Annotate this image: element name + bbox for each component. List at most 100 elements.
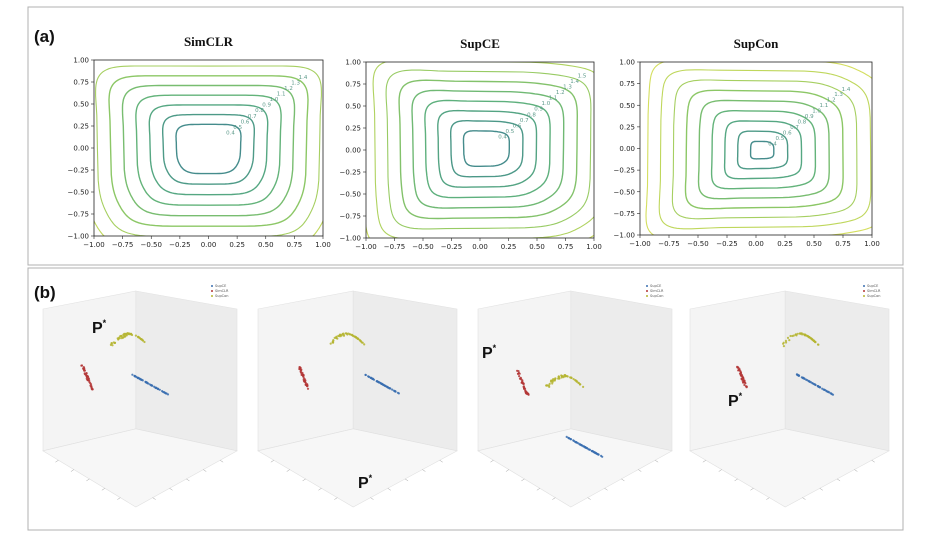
data-point <box>782 342 785 345</box>
data-point <box>128 332 131 335</box>
data-point <box>139 378 142 381</box>
data-point <box>299 370 302 373</box>
back-wall-left <box>477 290 572 452</box>
x-tick-label: 0.00 <box>472 243 488 251</box>
contour-line <box>135 94 282 206</box>
legend-marker <box>863 295 865 297</box>
data-point <box>354 335 357 338</box>
x-tick-label: 1.00 <box>586 243 602 251</box>
data-point <box>796 332 799 335</box>
axis-tick-mark <box>117 497 121 500</box>
data-point <box>304 379 307 382</box>
data-point <box>134 375 137 378</box>
legend-marker <box>646 295 648 297</box>
y-tick-label: −0.25 <box>340 169 361 177</box>
data-point <box>518 377 522 380</box>
y-tick-label: 0.50 <box>345 103 361 111</box>
contour-level-label: 1.2 <box>827 98 836 104</box>
data-point <box>358 339 361 342</box>
data-point <box>745 385 748 388</box>
axis-tick-mark <box>505 469 510 472</box>
contour-level-label: 0.6 <box>241 119 250 125</box>
data-point <box>298 366 301 369</box>
p-star-label: P* <box>358 473 373 492</box>
data-point <box>527 393 530 396</box>
y-tick-label: 1.00 <box>619 59 635 67</box>
data-point <box>110 342 113 345</box>
contour-level-label: 1.4 <box>570 79 579 85</box>
data-point <box>523 387 527 390</box>
axis-tick-mark <box>819 488 823 491</box>
data-point <box>363 343 366 346</box>
data-point <box>579 443 582 446</box>
data-point <box>375 380 378 383</box>
data-point <box>794 333 797 336</box>
y-tick-label: 0.25 <box>345 125 361 133</box>
legend-marker <box>211 295 213 297</box>
data-point <box>380 382 383 385</box>
data-point <box>122 336 125 339</box>
data-point <box>306 387 310 390</box>
data-point <box>83 369 86 372</box>
data-point <box>364 373 367 377</box>
data-point <box>553 379 556 382</box>
back-wall-right <box>135 290 238 452</box>
x-tick-label: −0.25 <box>441 243 462 251</box>
legend-entry: SupCE <box>650 284 661 288</box>
legend-entry: SupCE <box>867 284 878 288</box>
x-tick-label: −0.75 <box>112 241 133 249</box>
contour-lines: 0.40.50.60.70.80.91.01.11.21.31.41.5 <box>366 62 594 238</box>
data-point <box>739 374 743 377</box>
axis-tick-mark <box>638 469 642 472</box>
axis-tick-mark <box>604 488 608 491</box>
data-point <box>785 341 788 344</box>
axis-tick-mark <box>203 469 207 472</box>
p-star-label: P* <box>482 343 497 362</box>
contour-level-label: 0.7 <box>248 114 257 120</box>
data-point <box>550 379 553 382</box>
axis-tick-mark <box>152 497 156 500</box>
y-tick-label: −1.00 <box>340 235 361 243</box>
chart-title: SimCLR <box>184 34 234 49</box>
contour-level-label: 0.8 <box>255 108 264 114</box>
data-point <box>145 381 149 384</box>
data-point <box>521 381 524 384</box>
axis-tick-mark <box>718 469 722 472</box>
data-point <box>143 340 146 344</box>
x-tick-label: 0.50 <box>529 243 545 251</box>
contour-level-label: 1.1 <box>277 92 286 98</box>
axis-tick-mark <box>55 460 59 463</box>
data-point <box>383 384 387 387</box>
data-point <box>744 382 747 385</box>
contour-level-label: 1.4 <box>299 75 308 81</box>
axis-tick-mark <box>655 460 659 463</box>
data-point <box>140 338 143 341</box>
x-tick-label: 0.75 <box>287 241 303 249</box>
axis-tick-mark <box>439 460 443 463</box>
contour-line <box>398 79 579 220</box>
data-point <box>560 374 563 377</box>
contour-level-label: 1.0 <box>270 97 279 103</box>
data-point <box>125 332 128 335</box>
scatter3d-plots: SupCESimCLRSupConP*P*SupCESimCLRSupConP*… <box>42 284 890 508</box>
x-tick-label: 0.25 <box>777 240 793 248</box>
contour-line <box>710 110 817 190</box>
data-point <box>801 376 805 379</box>
x-tick-label: 0.50 <box>258 241 274 249</box>
x-tick-label: 0.25 <box>501 243 517 251</box>
back-wall-right <box>352 290 458 452</box>
data-point <box>391 388 394 391</box>
data-point <box>86 375 90 378</box>
data-point <box>136 376 140 380</box>
axis-tick-mark <box>750 488 754 491</box>
contour-level-label: 0.7 <box>520 118 529 124</box>
axis-tick-mark <box>404 478 409 482</box>
x-tick-label: 0.75 <box>558 243 574 251</box>
axis-tick-mark <box>302 478 306 482</box>
back-wall-right <box>570 290 673 452</box>
contour-line <box>645 62 872 235</box>
data-point <box>304 381 307 385</box>
axis-tick-mark <box>370 497 374 500</box>
